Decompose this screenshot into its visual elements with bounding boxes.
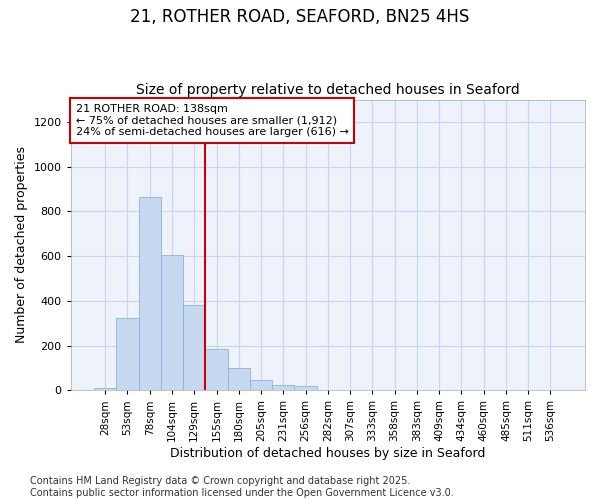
Bar (227, 368, 250, 390)
Title: Size of property relative to detached houses in Seaford: Size of property relative to detached ho… (136, 83, 520, 97)
Bar (183, 306, 205, 390)
Text: 21 ROTHER ROAD: 138sqm
← 75% of detached houses are smaller (1,912)
24% of semi-: 21 ROTHER ROAD: 138sqm ← 75% of detached… (76, 104, 349, 137)
Bar (161, 255, 183, 390)
Bar (205, 349, 227, 391)
Bar (139, 197, 161, 390)
Bar (295, 386, 317, 390)
Bar (94, 388, 116, 390)
Bar (272, 384, 295, 390)
Bar (250, 380, 272, 390)
X-axis label: Distribution of detached houses by size in Seaford: Distribution of detached houses by size … (170, 447, 485, 460)
Y-axis label: Number of detached properties: Number of detached properties (15, 146, 28, 344)
Text: 21, ROTHER ROAD, SEAFORD, BN25 4HS: 21, ROTHER ROAD, SEAFORD, BN25 4HS (130, 8, 470, 26)
Text: Contains HM Land Registry data © Crown copyright and database right 2025.
Contai: Contains HM Land Registry data © Crown c… (30, 476, 454, 498)
Bar (116, 318, 139, 390)
